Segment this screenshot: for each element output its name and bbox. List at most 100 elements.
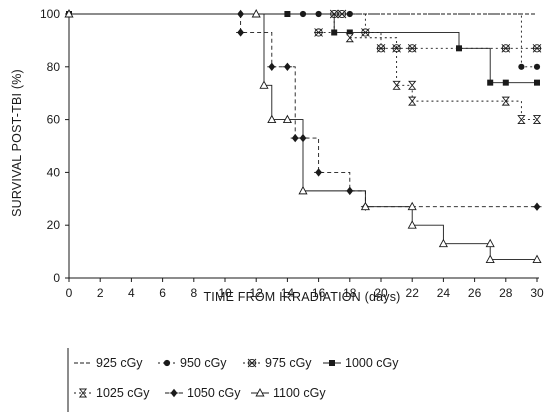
x-tick-label: 8 [190,286,197,300]
series-4 [66,11,540,86]
data-point [407,44,417,53]
x-tick-label: 0 [66,286,73,300]
series-5 [345,33,542,125]
data-point [532,115,542,125]
data-point [408,80,417,90]
data-point [337,9,347,19]
data-point [255,388,265,397]
data-point [501,44,511,53]
series-2 [299,10,541,70]
legend-label: 925 cGy [96,356,143,370]
x-tick-label: 4 [128,286,135,300]
x-tick-label: 10 [218,286,232,300]
data-point [290,133,300,143]
x-tick-label: 12 [250,286,264,300]
x-tick-label: 22 [406,286,420,300]
data-point [169,388,179,398]
x-tick-label: 16 [312,286,326,300]
y-tick-label: 80 [47,60,61,74]
y-tick-label: 20 [47,218,61,232]
x-tick-label: 2 [97,286,104,300]
data-point [518,63,525,70]
x-tick-label: 30 [530,286,544,300]
data-point [456,45,462,52]
series-line [240,14,537,208]
legend-label: 975 cGy [265,356,312,370]
x-axis-label: TIME FROM IRRADIATION (days) [203,290,400,304]
series-layer [64,9,542,263]
legend: 925 cGy 950 cGy 975 cGy 1000 cGy 1025 cGy 105… [67,348,399,412]
series-7 [64,9,542,263]
legend-item: 1025 cGy [74,386,150,400]
data-point [407,201,417,211]
data-point [259,80,269,89]
data-point [407,220,417,229]
data-point [64,9,74,18]
data-point [346,29,353,36]
data-point [392,80,401,90]
data-point [78,388,88,398]
data-point [517,115,526,125]
data-point [163,359,171,367]
data-point [284,11,291,17]
data-point [485,238,495,248]
legend-item: 925 cGy [74,356,143,370]
data-point [360,201,370,211]
y-tick-label: 60 [47,113,61,127]
data-point [345,33,354,43]
x-tick-label: 6 [159,286,166,300]
data-point [267,62,277,71]
series-line [303,13,537,68]
data-point [532,254,542,263]
x-tick-label: 18 [343,286,357,300]
legend-label: 1000 cGy [345,356,399,370]
legend-item: 1000 cGy [323,356,399,370]
axes [68,12,539,279]
y-tick-label: 0 [53,271,60,285]
x-tick-label: 26 [468,286,482,300]
legend-item: 1050 cGy [165,386,241,400]
data-point [346,10,353,18]
data-point [487,79,494,86]
y-tick-label: 40 [47,165,61,179]
series-6 [236,9,542,211]
legend-label: 1100 cGy [273,386,326,400]
legend-label: 950 cGy [180,356,227,370]
legend-item: 975 cGy [243,356,312,370]
data-point [376,44,386,53]
data-point [282,114,292,124]
x-tick-label: 24 [437,286,451,300]
data-point [501,96,510,106]
legend-label: 1025 cGy [96,386,150,400]
data-point [314,28,324,37]
x-tick-label: 28 [499,286,513,300]
data-point [408,96,417,106]
data-point [502,79,509,86]
data-point [314,168,324,177]
data-point [267,114,277,124]
y-tick-label: 100 [40,7,60,21]
x-tick-label: 14 [281,286,295,300]
data-point [534,79,540,86]
y-axis-title: SURVIVAL POST-TBI (%) [10,69,24,217]
x-tick-label: 20 [374,286,388,300]
data-point [251,9,261,18]
data-point [247,358,257,368]
data-point [532,202,542,211]
legend-label: 1050 cGy [187,386,241,400]
data-point [532,44,542,53]
series-line [69,13,537,260]
data-point [331,29,338,36]
data-point [533,63,541,70]
series-line [69,13,537,84]
data-point [329,360,335,366]
data-point [282,62,292,71]
data-point [298,185,308,195]
legend-item: 950 cGy [158,356,227,370]
legend-item: 1100 cGy [251,386,326,400]
data-point [438,238,448,248]
y-axis-label: SURVIVAL POST-TBI (%) [10,69,24,217]
data-point [485,254,495,263]
